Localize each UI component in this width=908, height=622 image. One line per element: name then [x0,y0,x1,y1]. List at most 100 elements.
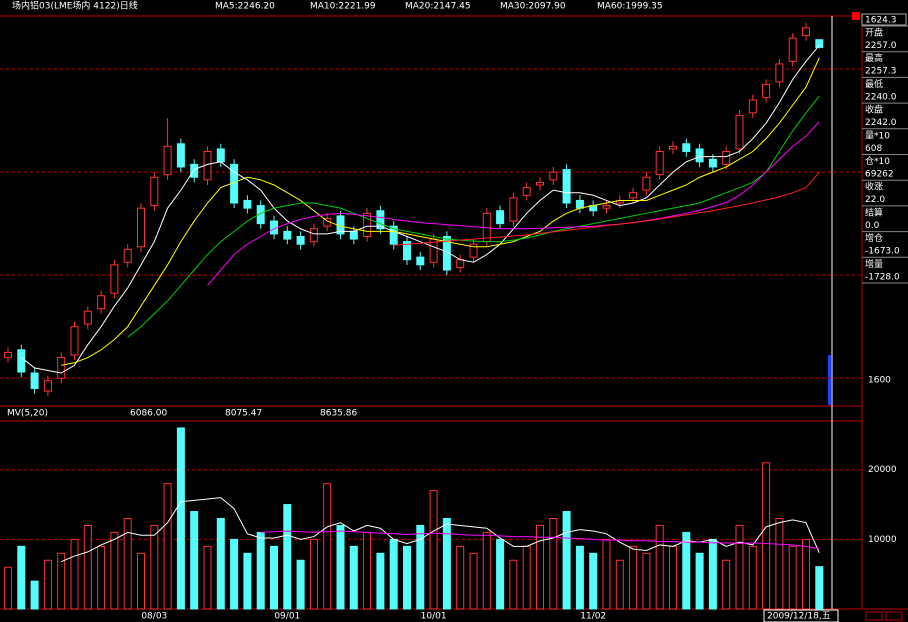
x-tick-label: 08/03 [141,612,167,622]
candle-body [57,357,66,379]
volume-bar [589,552,598,610]
ma-line [260,530,820,550]
volume-bar [509,559,518,610]
candle-body [216,148,225,163]
info-value: 2257.3 [865,67,897,77]
price-box [861,13,907,26]
volume-bar [536,524,544,610]
candle-body [110,264,119,294]
ma-line [207,121,820,286]
volume-bar [748,545,757,610]
candle-body [17,349,26,373]
volume-bar [349,545,358,610]
candle-body [43,380,52,392]
volume-bar [722,559,731,610]
candle-body [562,169,571,204]
volume-bar [4,566,12,610]
candle-body [748,99,757,114]
candle-body [496,210,505,225]
volume-bar [802,538,810,610]
volume-bar [456,545,465,610]
candle-body [256,205,265,225]
info-value: 2242.0 [865,118,897,128]
volume-bar [176,427,185,610]
candle-body [735,114,744,150]
info-value: 2240.0 [865,92,897,102]
candle-body [708,158,717,168]
info-label: 结算 [865,206,883,218]
volume-bar [43,559,52,610]
candle-body [349,230,358,240]
info-value: 69262 [865,170,894,180]
info-label: 量*10 [865,130,890,141]
volume-bar [190,511,199,610]
volume-bar [482,531,491,610]
candle-body [536,181,544,186]
volume-bar [669,545,677,610]
candle-body [575,199,584,209]
candle-body [629,192,638,199]
volume-bar [243,552,252,610]
candle-body [163,145,172,176]
volume-bar [496,538,505,610]
candle-body [309,228,318,243]
candle-body [815,39,824,48]
volume-last-label: 6086.00 [130,409,167,419]
volume-bar [549,517,558,610]
volume-bar [163,483,172,610]
candle-body [389,225,398,245]
candle-body [243,199,252,209]
scroll-left[interactable] [865,611,883,621]
volume-bar [762,462,771,610]
info-value: -1728.0 [865,272,900,282]
volume-bar [815,566,824,610]
legend-entry: MA60:1999.35 [597,2,663,12]
info-value: 2257.0 [865,41,897,51]
legend-entry: MA5:2246.20 [215,2,275,12]
volume-bar [655,524,664,610]
volume-bar [30,580,39,610]
volume-bar [296,559,305,610]
chart-title: 场内铝03(LME场内 4122)日线 [12,0,138,12]
candle-body [296,236,305,245]
candle-body [442,236,451,271]
info-value: 22.0 [865,195,885,205]
candle-body [150,176,159,207]
candle-body [522,187,531,196]
ma-line [61,57,820,366]
candle-body [695,148,704,163]
volume-bar [283,504,292,610]
x-tick-label: 10/01 [421,612,447,622]
volume-bar [123,517,132,610]
candle-body [509,197,518,222]
candle-body [456,259,465,268]
candle-body [97,295,106,310]
candle-body [469,243,478,258]
candle-body [602,205,611,209]
volume-bar [270,545,278,610]
volume-bar [70,538,79,610]
candle-body [70,326,79,356]
volume-bar [695,552,704,610]
cursor-label-box [763,609,839,622]
volume-bar [788,545,797,610]
cursor-marker [828,355,831,405]
volume-bar [615,559,624,610]
volume-bar [323,483,332,610]
scroll-right[interactable] [885,611,903,621]
candle-body [403,241,411,261]
candle-body [762,84,771,98]
candle-body [363,212,372,238]
cursor-label: 2009/12/18,五 [767,612,831,622]
info-label: 收盘 [865,104,883,116]
candle-body [642,176,651,191]
legend-entry: MA10:2221.99 [310,2,376,12]
volume-bar [562,511,571,610]
candle-body [416,256,425,266]
volume-bar [256,531,265,610]
candle-body [788,37,797,62]
candle-body [137,207,145,248]
info-value: -1673.0 [865,247,900,257]
candle-body [655,150,664,176]
